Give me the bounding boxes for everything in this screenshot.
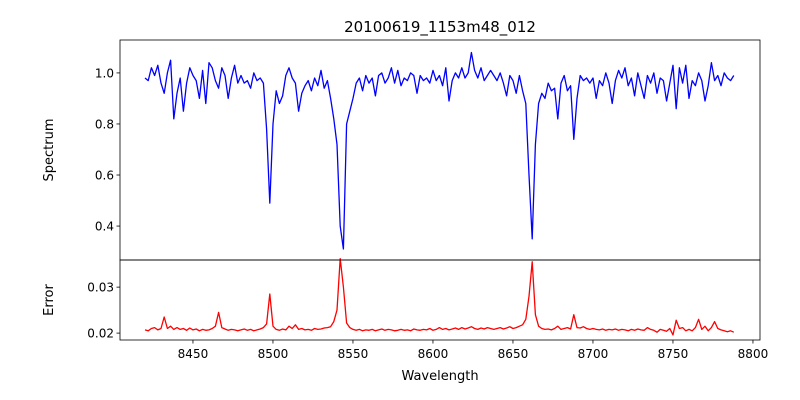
- xtick-label: 8700: [578, 347, 609, 361]
- xtick-label: 8750: [658, 347, 689, 361]
- xtick-label: 8550: [338, 347, 369, 361]
- ytick-label: 0.4: [95, 220, 114, 234]
- xlabel: Wavelength: [401, 369, 478, 384]
- axes-frame: [119, 39, 761, 261]
- xtick-label: 8600: [418, 347, 449, 361]
- xtick-label: 8800: [738, 347, 769, 361]
- bottom-ylabel: Error: [42, 284, 57, 316]
- xtick-label: 8650: [498, 347, 529, 361]
- xtick-label: 8450: [178, 347, 209, 361]
- ytick-label: 0.6: [95, 169, 114, 183]
- axes-frame: [119, 259, 761, 341]
- chart-title: 20100619_1153m48_012: [344, 18, 536, 37]
- ytick-label: 0.03: [87, 281, 114, 295]
- spectrum-axes: 0.4 0.6 0.8 1.0: [95, 39, 761, 261]
- spectrum-line: [144, 51, 735, 250]
- error-line: [144, 257, 735, 336]
- top-ylabel: Spectrum: [42, 119, 57, 182]
- ytick-label: 1.0: [95, 66, 114, 80]
- ytick-label: 0.8: [95, 117, 114, 131]
- xtick-label: 8500: [258, 347, 289, 361]
- ytick-label: 0.02: [87, 327, 114, 341]
- error-axes: 0.02 0.03 8450 8500 8550 8600 8650 8700 8750 8800: [87, 257, 769, 361]
